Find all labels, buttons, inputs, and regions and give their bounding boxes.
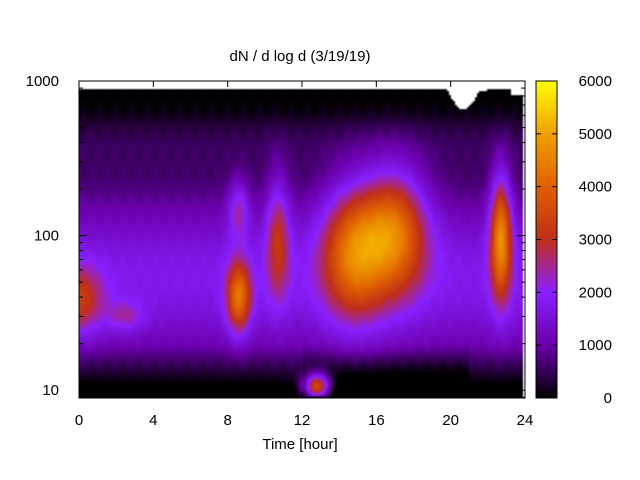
colorbar-tick-label: 5000 xyxy=(579,126,612,143)
y-tick-label: 1000 xyxy=(26,73,59,90)
colorbar-tick-label: 0 xyxy=(604,390,612,407)
y-tick-label: 100 xyxy=(34,228,59,245)
x-tick-label: 24 xyxy=(517,412,534,429)
chart-title: dN / d log d (3/19/19) xyxy=(230,48,371,65)
y-tick-label: 10 xyxy=(42,382,59,399)
heatmap-area xyxy=(79,81,525,398)
colorbar-tick-label: 6000 xyxy=(579,73,612,90)
colorbar-tick-label: 3000 xyxy=(579,232,612,249)
colorbar-tick-label: 1000 xyxy=(579,337,612,354)
colorbar-axis: 0 1000 2000 3000 4000 5000 6000 xyxy=(536,73,612,407)
colorbar-tick-label: 4000 xyxy=(579,179,612,196)
x-tick-label: 20 xyxy=(442,412,459,429)
x-axis-label: Time [hour] xyxy=(262,436,337,453)
heatmap-image xyxy=(79,81,525,398)
x-axis: 0 4 8 12 16 20 24 xyxy=(75,81,534,429)
x-tick-label: 0 xyxy=(75,412,83,429)
x-tick-label: 4 xyxy=(149,412,157,429)
x-tick-label: 12 xyxy=(294,412,311,429)
colorbar-tick-label: 2000 xyxy=(579,284,612,301)
x-tick-label: 8 xyxy=(223,412,231,429)
y-axis: 10 100 1000 xyxy=(26,73,525,399)
x-tick-label: 16 xyxy=(368,412,385,429)
